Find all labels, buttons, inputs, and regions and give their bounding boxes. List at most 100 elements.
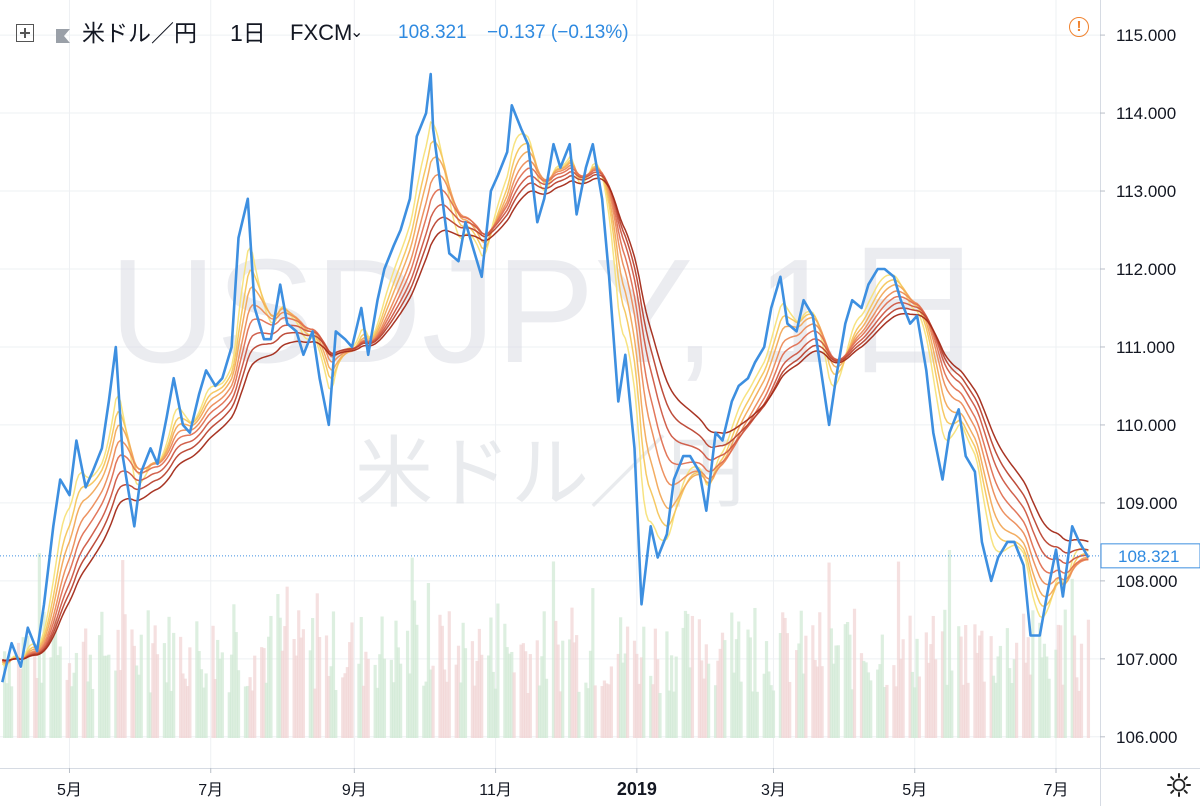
volume-bar [116,629,120,738]
settings-gear-icon[interactable] [1166,772,1192,798]
y-tick-label: 115.000 [1116,26,1176,45]
time-axis[interactable]: 5月 7月 9月 11月 2019 3月 5月 7月 [57,768,1068,799]
volume-bar [649,675,653,738]
volume-bar [179,636,183,738]
y-tick-label: 110.000 [1116,416,1176,435]
volume-bar [602,680,607,738]
volume-bar [535,640,539,738]
volume-bar [690,615,695,738]
volume-bar [1015,642,1019,738]
volume-bar [572,642,576,738]
volume-bar [394,620,398,738]
volume-bar [1038,622,1042,738]
volume-bar [700,660,704,738]
volume-bar [21,637,25,738]
volume-bar [382,658,387,738]
volume-bar [878,664,882,738]
volume-bar [311,617,315,738]
symbol-name[interactable]: 米ドル／円 [82,20,197,46]
flag-icon[interactable] [55,25,71,43]
volume-bar [669,655,674,738]
y-tick-label: 114.000 [1116,104,1176,123]
volume-bar [146,610,150,738]
volume-bar [989,636,993,738]
volume-bar [493,688,498,738]
volume-bar [674,656,678,738]
volume-bar [848,634,852,738]
volume-bar [361,685,366,738]
volume-bar [292,639,296,738]
volume-bar [348,642,352,738]
volume-bar [104,655,109,738]
volume-bar [357,663,361,738]
volume-bar [49,657,53,738]
volume-bar [616,653,620,738]
volume-bar [1079,643,1084,738]
volume-bar [551,561,556,738]
volume-bar [1021,613,1026,738]
volume-bar [556,644,560,738]
volume-bar [229,654,234,738]
volume-bar [199,669,204,738]
volume-bar [734,639,739,738]
volume-bar [950,670,954,738]
volume-bar [315,593,319,738]
exchange-label[interactable]: FXCM [290,20,353,45]
volume-bar [415,624,419,738]
volume-bar [973,624,977,738]
volume-bar [345,667,349,738]
volume-bar [639,657,644,738]
volume-bar [162,643,167,738]
volume-bar [526,692,530,738]
volume-bar [153,625,157,738]
volume-bar [915,638,919,738]
volume-bar [375,687,380,738]
volume-bar [704,644,708,738]
volume-bar [130,629,134,738]
volume-bar [1086,619,1091,738]
volume-bar [1047,678,1051,738]
volume-bar [366,658,370,738]
volume-bar [927,662,931,738]
volume-bar [408,673,412,738]
volume-bar [1010,683,1014,738]
volume-bar [667,690,671,738]
volume-bar [9,686,14,738]
volume-bar [56,655,60,738]
volume-bar [392,682,396,738]
price-axis[interactable]: 115.000 114.000 113.000 112.000 111.000 110.0… [1100,26,1177,747]
volume-bar [313,688,317,738]
volume-bar [167,616,171,738]
add-symbol-icon[interactable] [16,24,34,42]
alert-icon[interactable]: ! [1069,17,1089,37]
volume-bar [445,681,449,738]
interval-label[interactable]: 1日 [230,20,266,46]
volume-bar [716,660,720,738]
volume-bar [528,654,532,738]
volume-bar [165,682,169,738]
volume-bar [1056,624,1060,738]
volume-bar [1024,662,1028,738]
volume-bar [917,676,921,738]
y-tick-label: 111.000 [1116,338,1175,357]
volume-bar [74,652,79,738]
volume-bar [487,655,491,738]
volume-bar [1061,684,1065,738]
volume-bar [537,685,542,738]
volume-bar [801,673,806,738]
volume-bar [836,645,840,738]
volume-bar [40,682,44,738]
volume-bar [570,607,574,738]
last-price-tag-label: 108.321 [1118,547,1179,566]
volume-bar [246,685,250,738]
volume-bar [42,611,46,738]
last-price: 108.321 [398,22,467,43]
volume-bar [172,632,176,738]
volume-bar [542,611,546,738]
volume-bar [894,686,898,738]
volume-bar [568,639,572,738]
chevron-down-icon[interactable]: ⌄ [350,24,364,41]
volume-bar [378,654,382,738]
x-tick-label: 9月 [342,782,367,799]
